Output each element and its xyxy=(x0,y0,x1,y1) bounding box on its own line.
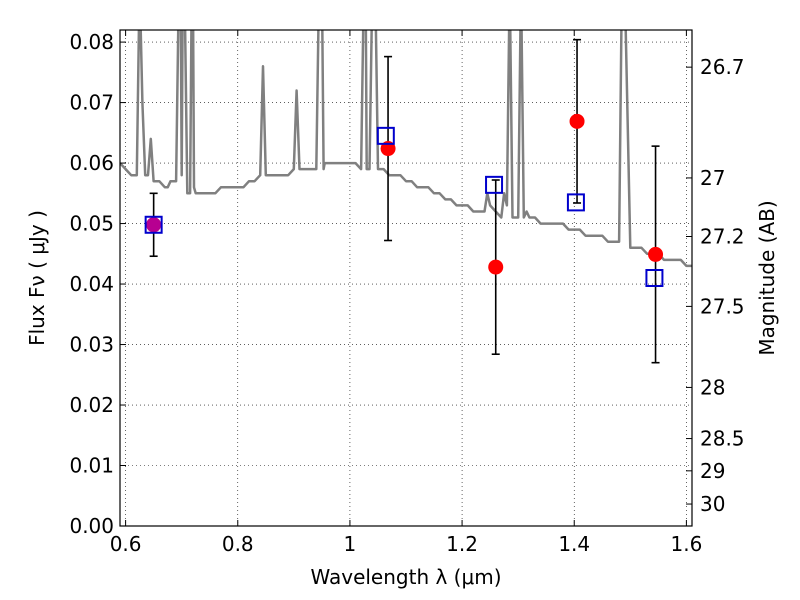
x-tick-label: 1 xyxy=(344,532,357,556)
y-tick-label: 0.01 xyxy=(69,454,114,478)
x-tick-label: 1.4 xyxy=(558,532,590,556)
axes: 0.6 0.8 1 1.2 1.4 1.6 0.00 0.01 0.02 0.03 0.04 0.05… xyxy=(69,30,745,556)
plot-frame xyxy=(119,29,693,527)
y-tick-label: 0.03 xyxy=(69,333,114,357)
x-tick-label: 0.8 xyxy=(222,532,254,556)
plot-area xyxy=(120,30,692,526)
x-axis-title: Wavelength λ (μm) xyxy=(310,565,501,589)
magnitude-tick-label: 28.5 xyxy=(700,427,745,451)
model-point xyxy=(645,269,664,287)
observed-point xyxy=(648,246,664,262)
y-tick-label: 0.00 xyxy=(69,514,114,538)
x-tick-label: 1.6 xyxy=(670,532,702,556)
y-tick-label: 0.08 xyxy=(69,30,114,54)
x-tick-label: 0.6 xyxy=(110,532,142,556)
observed-point xyxy=(569,113,585,129)
magnitude-tick-label: 26.7 xyxy=(700,55,745,79)
magnitude-tick-label: 28 xyxy=(700,375,725,399)
model-point xyxy=(566,193,585,212)
data-layer xyxy=(120,30,692,364)
magnitude-tick-label: 29 xyxy=(700,459,725,483)
y-tick-label: 0.05 xyxy=(69,212,114,236)
overlap-point xyxy=(146,217,162,233)
y-tick-label: 0.07 xyxy=(69,91,114,115)
x-tick-label: 1.2 xyxy=(446,532,478,556)
magnitude-tick-label: 30 xyxy=(700,492,725,516)
y-tick-label: 0.06 xyxy=(69,151,114,175)
magnitude-tick-label: 27 xyxy=(700,166,725,190)
magnitude-tick-label: 27.2 xyxy=(700,224,745,248)
observed-point xyxy=(488,259,504,275)
model-point xyxy=(376,126,395,145)
y-tick-label: 0.04 xyxy=(69,272,114,296)
y-axis-title: Flux Fν ( μJy ) xyxy=(25,210,49,346)
magnitude-tick-label: 27.5 xyxy=(700,294,745,318)
y-tick-label: 0.02 xyxy=(69,393,114,417)
model-point xyxy=(144,215,163,234)
model-spectrum-line xyxy=(120,30,692,268)
model-point xyxy=(485,175,504,194)
y2-axis-title: Magnitude (AB) xyxy=(755,200,779,355)
